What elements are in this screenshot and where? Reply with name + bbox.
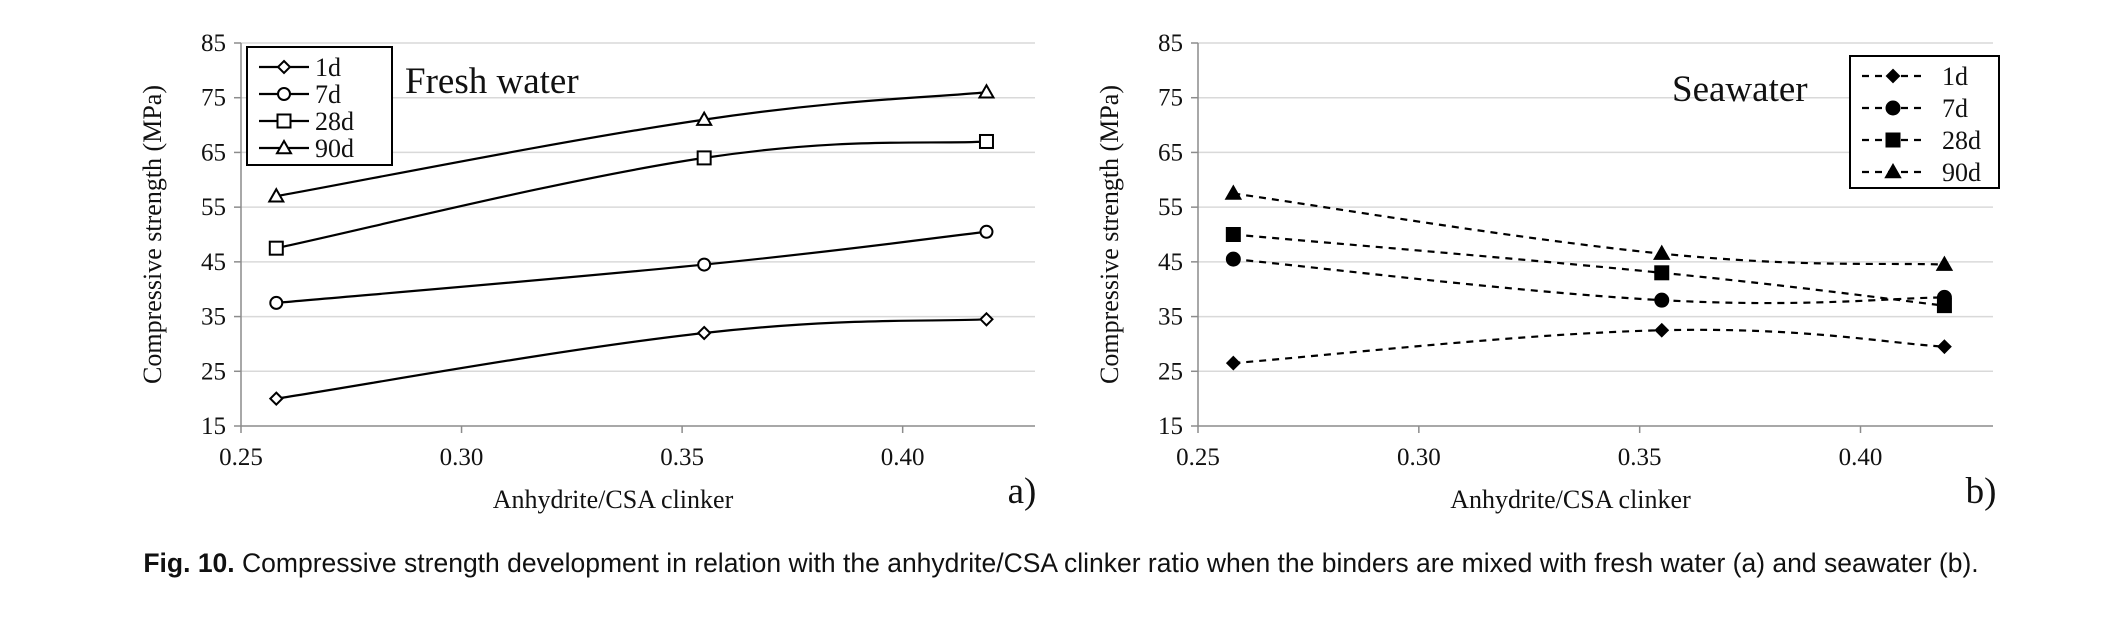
figure-caption: Fig. 10. Compressive strength developmen… bbox=[0, 548, 2122, 579]
legend-marker-28d bbox=[1885, 132, 1901, 148]
series-line-1d bbox=[1233, 328, 1945, 365]
legend-marker-28d bbox=[276, 113, 292, 129]
panel-title: Fresh water bbox=[405, 61, 579, 102]
panel-label: a) bbox=[1008, 471, 1037, 512]
data-point-28d bbox=[1225, 227, 1241, 242]
legend-marker-90d bbox=[1884, 162, 1902, 179]
data-point-1d bbox=[1225, 355, 1241, 371]
y-tick-label: 25 bbox=[201, 358, 226, 385]
series-line-1d bbox=[276, 318, 987, 400]
data-point-90d bbox=[267, 187, 286, 203]
data-point-7d bbox=[979, 224, 994, 239]
y-tick-label: 15 bbox=[201, 413, 226, 440]
legend-label-28d: 28d bbox=[315, 107, 354, 136]
legend-label-90d: 90d bbox=[1942, 158, 1981, 187]
panel-title: Seawater bbox=[1672, 69, 1808, 110]
figure: 15 25 35 45 55 65 75 85 0.25 0.30 0.35 0.40 Anhydrit… bbox=[138, 30, 2000, 514]
legend: 1d 7d 28d 90d bbox=[1849, 55, 2000, 189]
series-line-90d bbox=[1233, 192, 1945, 266]
y-tick-label: 75 bbox=[201, 85, 226, 112]
y-tick-label: 45 bbox=[1158, 249, 1183, 276]
y-tick-label: 65 bbox=[201, 139, 226, 166]
panel-label: b) bbox=[1966, 471, 1997, 512]
data-point-7d bbox=[269, 295, 284, 310]
data-point-7d bbox=[1225, 251, 1241, 267]
chart-panel-a: 15 25 35 45 55 65 75 85 0.25 0.30 0.35 0.40 Anhydrit… bbox=[138, 30, 1036, 514]
data-point-7d bbox=[697, 257, 712, 272]
y-tick-label: 55 bbox=[201, 194, 226, 221]
y-tick-label: 35 bbox=[201, 304, 226, 331]
legend-label-7d: 7d bbox=[315, 80, 341, 109]
series-line-28d bbox=[1233, 233, 1945, 307]
legend-marker-90d bbox=[275, 138, 293, 155]
y-tick-label: 55 bbox=[1158, 194, 1183, 221]
y-tick-label: 85 bbox=[1158, 30, 1183, 57]
legend-box bbox=[1849, 55, 2000, 189]
data-point-1d bbox=[268, 391, 284, 407]
legend-marker-7d bbox=[1885, 100, 1901, 116]
y-tick-label: 15 bbox=[1158, 413, 1183, 440]
data-point-28d bbox=[978, 133, 994, 149]
x-tick-label: 0.35 bbox=[660, 444, 704, 471]
data-point-90d bbox=[1224, 184, 1243, 200]
y-tick-label: 25 bbox=[1158, 358, 1183, 385]
x-tick-label: 0.30 bbox=[440, 444, 484, 471]
caption-label: Fig. 10. bbox=[143, 548, 235, 578]
series-line-7d bbox=[1233, 258, 1945, 305]
data-point-1d bbox=[1937, 339, 1952, 355]
data-point-7d bbox=[1654, 292, 1670, 308]
data-point-90d bbox=[1653, 244, 1671, 260]
y-tick-label: 65 bbox=[1158, 139, 1183, 166]
data-point-1d bbox=[696, 325, 712, 341]
legend-label-28d: 28d bbox=[1942, 126, 1981, 155]
legend-label-90d: 90d bbox=[315, 134, 354, 163]
x-tick-label: 0.25 bbox=[219, 444, 263, 471]
data-point-90d bbox=[977, 83, 996, 99]
series-line-90d bbox=[276, 91, 987, 198]
y-tick-label: 75 bbox=[1158, 85, 1183, 112]
data-point-90d bbox=[1935, 255, 1954, 271]
y-axis-title: Compressive strength (MPa) bbox=[138, 85, 167, 384]
series-line-7d bbox=[276, 230, 987, 304]
x-tick-label: 0.40 bbox=[1839, 444, 1883, 471]
data-point-28d bbox=[1654, 265, 1670, 281]
x-tick-label: 0.40 bbox=[881, 444, 925, 471]
data-point-28d bbox=[1936, 298, 1952, 314]
data-point-28d bbox=[268, 240, 284, 256]
y-axis-title: Compressive strength (MPa) bbox=[1095, 85, 1124, 384]
legend-label-1d: 1d bbox=[1942, 62, 1968, 91]
y-tick-label: 35 bbox=[1158, 304, 1183, 331]
y-tick-label: 45 bbox=[201, 249, 226, 276]
legend-marker-7d bbox=[277, 87, 291, 101]
legend-label-7d: 7d bbox=[1942, 94, 1968, 123]
x-tick-label: 0.30 bbox=[1397, 444, 1441, 471]
x-tick-label: 0.25 bbox=[1176, 444, 1220, 471]
legend-marker-1d bbox=[1885, 68, 1901, 84]
x-tick-label: 0.35 bbox=[1618, 444, 1662, 471]
x-axis-title: Anhydrite/CSA clinker bbox=[493, 485, 734, 514]
data-point-90d bbox=[695, 110, 713, 126]
data-point-1d bbox=[1654, 322, 1670, 338]
series-line-28d bbox=[276, 140, 987, 250]
caption-text: Compressive strength development in rela… bbox=[242, 548, 1979, 578]
y-tick-label: 85 bbox=[201, 30, 226, 57]
legend-marker-1d bbox=[276, 59, 292, 75]
chart-panel-b: 15 25 35 45 55 65 75 85 0.25 0.30 0.35 0.40 Anhydrit… bbox=[1095, 30, 2000, 514]
x-axis-title: Anhydrite/CSA clinker bbox=[1450, 485, 1691, 514]
data-point-1d bbox=[979, 311, 994, 327]
legend-label-1d: 1d bbox=[315, 53, 341, 82]
data-point-28d bbox=[696, 150, 712, 166]
